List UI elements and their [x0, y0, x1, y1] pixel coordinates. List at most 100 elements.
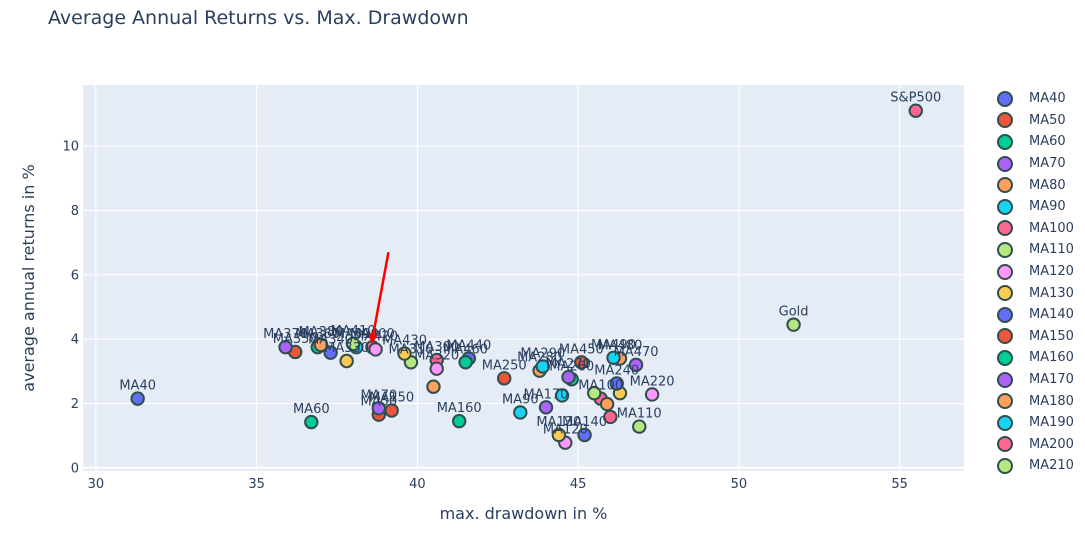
point-label: MA310: [388, 342, 433, 357]
legend-label: MA170: [1029, 372, 1074, 388]
gridlines: [83, 85, 964, 471]
point-label: MA280: [517, 351, 562, 366]
point-label: MA250: [482, 358, 527, 373]
legend-label: MA190: [1029, 415, 1074, 431]
data-point: [606, 350, 621, 365]
data-point: [908, 103, 923, 118]
data-point: [304, 414, 319, 430]
legend-label: MA100: [1029, 220, 1074, 236]
legend-label: MA140: [1029, 307, 1074, 323]
legend-item[interactable]: MA160: [995, 347, 1083, 369]
legend-item[interactable]: MA100: [995, 218, 1083, 240]
legend-swatch: [997, 306, 1013, 323]
point-label: MA490: [591, 338, 636, 353]
data-point: [574, 355, 589, 370]
legend-item[interactable]: MA130: [995, 282, 1083, 304]
x-axis-title: max. drawdown in %: [440, 504, 608, 523]
data-point: [429, 361, 444, 376]
point-label: MA290: [520, 346, 565, 361]
legend-swatch: [997, 328, 1013, 345]
legend-swatch: [997, 133, 1013, 150]
legend-item[interactable]: MA200: [995, 434, 1083, 456]
legend-swatch: [997, 198, 1013, 215]
point-label: MA100: [578, 379, 623, 394]
legend-item[interactable]: MA50: [995, 110, 1083, 132]
point-label: MA450: [559, 342, 604, 357]
legend-swatch: [997, 457, 1013, 474]
legend-item[interactable]: MA140: [995, 304, 1083, 326]
point-label: MA160: [437, 401, 482, 416]
y-tick-label: 6: [71, 268, 79, 283]
legend-swatch: [997, 90, 1013, 107]
x-tick-label: 45: [570, 477, 587, 492]
point-label: MA340: [308, 333, 353, 348]
legend-item[interactable]: MA190: [995, 412, 1083, 434]
legend-swatch: [997, 263, 1013, 280]
legend-item[interactable]: MA60: [995, 131, 1083, 153]
tick-labels: 30 35 40 45 50 55 0 2 4 6 8 10: [62, 140, 908, 492]
point-label: MA140: [562, 415, 607, 430]
data-point: [603, 409, 618, 425]
legend-label: MA160: [1029, 350, 1074, 366]
legend-swatch: [997, 349, 1013, 366]
legend-item[interactable]: MA80: [995, 174, 1083, 196]
data-point: [497, 371, 512, 386]
data-point: [538, 400, 554, 415]
point-label: MA300: [414, 340, 459, 355]
legend-item[interactable]: MA170: [995, 369, 1083, 391]
x-tick-label: 55: [891, 477, 908, 492]
legend-label: MA200: [1029, 436, 1074, 452]
x-tick-label: 40: [409, 477, 426, 492]
legend-swatch: [997, 241, 1013, 258]
legend-swatch: [997, 414, 1013, 431]
x-tick-label: 35: [248, 477, 265, 492]
data-point: [644, 387, 660, 402]
point-label: MA370: [263, 327, 308, 342]
point-label: MA150: [369, 391, 414, 406]
legend-item[interactable]: MA150: [995, 326, 1083, 348]
legend-label: MA180: [1029, 393, 1074, 409]
point-label: MA240: [594, 364, 639, 379]
point-label: MA130: [536, 415, 581, 430]
legend-swatch: [997, 285, 1013, 302]
legend-label: MA90: [1029, 199, 1066, 215]
data-point: [368, 342, 383, 357]
data-point: [130, 391, 145, 406]
annotations: [368, 252, 390, 345]
legend-swatch: [997, 393, 1013, 410]
point-label: MA90: [502, 392, 539, 407]
data-point: [535, 359, 550, 374]
data-point: [339, 353, 354, 369]
legend-item[interactable]: MA90: [995, 196, 1083, 218]
data-point: [426, 379, 441, 394]
legend-item[interactable]: MA70: [995, 153, 1083, 175]
point-label: MA390: [334, 327, 379, 342]
point-label: MA350: [273, 332, 318, 347]
legend-swatch: [997, 112, 1013, 129]
point-label: MA460: [443, 342, 488, 357]
legend-item[interactable]: MA120: [995, 261, 1083, 283]
point-label: Gold: [779, 305, 809, 320]
data-point: [384, 403, 399, 418]
legend-item[interactable]: MA40: [995, 88, 1083, 110]
legend-label: MA70: [1029, 156, 1066, 172]
point-label: MA260: [549, 359, 594, 374]
point-label: MA320: [414, 349, 459, 364]
legend-label: MA80: [1029, 177, 1066, 193]
data-point: [278, 339, 293, 355]
data-point: [323, 345, 338, 360]
legend-item[interactable]: MA210: [995, 455, 1083, 477]
y-tick-label: 8: [71, 204, 79, 219]
legend-item[interactable]: MA180: [995, 390, 1083, 412]
data-point: [554, 388, 570, 403]
chart-title: Average Annual Returns vs. Max. Drawdown: [48, 7, 469, 29]
annotation-arrow: [368, 252, 390, 345]
point-label: MA380: [298, 325, 343, 340]
data-point: [561, 369, 576, 385]
point-label: MA60: [293, 402, 330, 417]
data-point: [397, 346, 412, 361]
point-label: MA120: [543, 423, 588, 438]
data-point: [577, 427, 592, 443]
legend-item[interactable]: MA110: [995, 239, 1083, 261]
